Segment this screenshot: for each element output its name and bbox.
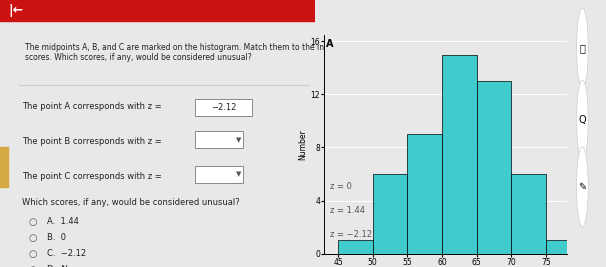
Bar (0, 147, 8, 187)
Text: D.  None: D. None (47, 265, 84, 267)
Text: ▼: ▼ (236, 137, 242, 143)
Circle shape (576, 147, 588, 227)
Text: z = −2.12: z = −2.12 (330, 230, 372, 239)
Bar (476, 81, 511, 254)
Text: 🔍: 🔍 (579, 43, 585, 53)
Text: The point B corresponds with z =: The point B corresponds with z = (22, 137, 164, 146)
Circle shape (576, 80, 588, 160)
Text: ○: ○ (28, 233, 37, 243)
Circle shape (576, 8, 588, 88)
Text: z = 0: z = 0 (330, 182, 352, 191)
Text: A: A (326, 39, 334, 49)
Text: Which scores, if any, would be considered unusual?: Which scores, if any, would be considere… (22, 198, 240, 207)
Text: Q: Q (579, 115, 586, 125)
Text: The midpoints A, B, and C are marked on the histogram. Match them to the indicat: The midpoints A, B, and C are marked on … (25, 43, 353, 62)
Bar (407, 134, 442, 254)
Text: C.  −2.12: C. −2.12 (47, 249, 87, 258)
Bar (195, 131, 242, 148)
Text: B.  0: B. 0 (47, 233, 66, 242)
Text: −2.12: −2.12 (211, 103, 236, 112)
Bar (546, 240, 581, 254)
Text: The point A corresponds with z =: The point A corresponds with z = (22, 102, 164, 111)
Text: ○: ○ (28, 217, 37, 227)
Text: ○: ○ (28, 265, 37, 267)
Text: z = 1.44: z = 1.44 (330, 206, 365, 215)
Bar (511, 174, 546, 254)
Bar (338, 240, 373, 254)
Text: ○: ○ (28, 249, 37, 259)
Text: A.  1.44: A. 1.44 (47, 217, 79, 226)
Bar (0, 0, 315, 21)
Text: ✎: ✎ (578, 182, 587, 192)
Bar (442, 55, 476, 254)
Y-axis label: Number: Number (299, 129, 308, 160)
Text: ▼: ▼ (236, 171, 242, 177)
Bar (195, 99, 252, 116)
Bar (195, 166, 242, 183)
Text: The point C corresponds with z =: The point C corresponds with z = (22, 172, 164, 181)
Bar (373, 174, 407, 254)
Text: |←: |← (8, 4, 23, 17)
